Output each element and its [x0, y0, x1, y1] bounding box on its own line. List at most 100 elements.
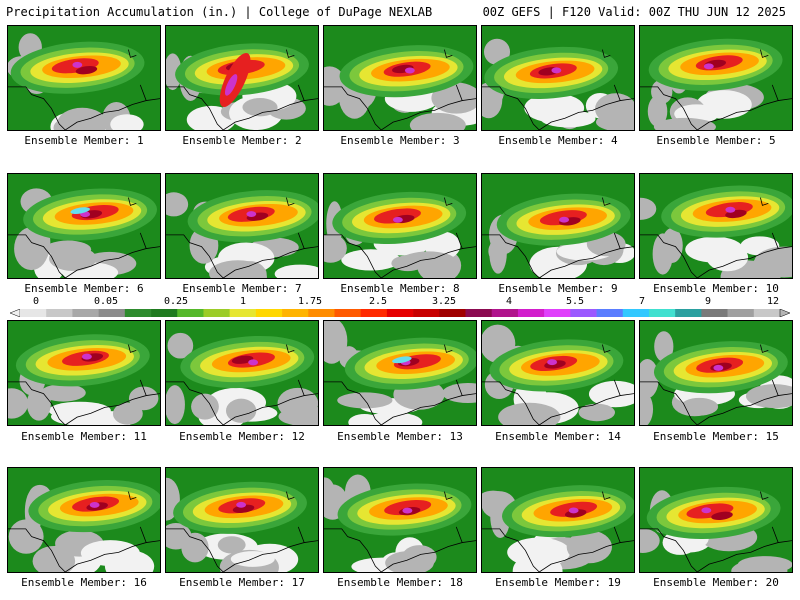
run-info: 00Z GEFS | F120 Valid: 00Z THU JUN 12 20… — [482, 5, 786, 19]
colorbar-bar — [10, 309, 790, 317]
ensemble-member-label: Ensemble Member: 2 — [182, 134, 302, 147]
ensemble-member-label: Ensemble Member: 10 — [653, 282, 779, 295]
ensemble-map-panel — [639, 25, 793, 131]
colorbar-segment — [334, 309, 361, 317]
ensemble-member-label: Ensemble Member: 8 — [340, 282, 460, 295]
colorbar-segment — [727, 309, 755, 317]
colorbar-legend: 0 0.05 0.25 1 1.75 2.5 3.25 4 5.5 7 9 12 — [10, 296, 790, 326]
ensemble-member-label: Ensemble Member: 1 — [24, 134, 144, 147]
colorbar-segment — [517, 309, 545, 317]
colorbar-tick-label: 12 — [766, 296, 780, 307]
colorbar-tick-label: 1 — [239, 296, 247, 307]
colorbar-segment — [98, 309, 126, 317]
ensemble-member-label: Ensemble Member: 6 — [24, 282, 144, 295]
colorbar-segment — [753, 309, 781, 317]
colorbar-segment — [596, 309, 624, 317]
colorbar-segment — [20, 309, 47, 317]
ensemble-member-label: Ensemble Member: 12 — [179, 430, 305, 443]
ensemble-member-label: Ensemble Member: 20 — [653, 576, 779, 589]
ensemble-member-label: Ensemble Member: 19 — [495, 576, 621, 589]
precip-map — [482, 26, 634, 130]
colorbar-tick-label: 4 — [505, 296, 513, 307]
ensemble-member-label: Ensemble Member: 16 — [21, 576, 147, 589]
colorbar-segment — [124, 309, 152, 317]
precip-map — [482, 468, 634, 572]
colorbar-segment — [491, 309, 519, 317]
precip-map — [482, 174, 634, 278]
ensemble-member-label: Ensemble Member: 9 — [498, 282, 618, 295]
ensemble-map-panel — [165, 467, 319, 573]
ensemble-member-label: Ensemble Member: 11 — [21, 430, 147, 443]
ensemble-map-panel — [481, 173, 635, 279]
colorbar-tick-label: 7 — [638, 296, 646, 307]
precip-map — [324, 321, 476, 425]
header: Precipitation Accumulation (in.) | Colle… — [0, 0, 800, 24]
precip-map — [640, 174, 792, 278]
map-title: Precipitation Accumulation (in.) | Colle… — [6, 5, 433, 19]
precip-map — [8, 174, 160, 278]
colorbar-segment — [544, 309, 571, 317]
colorbar-tick-label: 0.25 — [163, 296, 189, 307]
ensemble-map-panel — [7, 173, 161, 279]
precip-map — [8, 26, 160, 130]
precip-map — [640, 468, 792, 572]
precip-map — [640, 321, 792, 425]
colorbar-segment — [701, 309, 728, 317]
colorbar-tick-label: 5.5 — [565, 296, 585, 307]
precip-map — [8, 468, 160, 572]
ensemble-map-panel — [7, 320, 161, 426]
ensemble-map-panel — [481, 320, 635, 426]
ensemble-member-label: Ensemble Member: 3 — [340, 134, 460, 147]
colorbar-segment — [308, 309, 335, 317]
colorbar-segment — [255, 309, 283, 317]
colorbar-tick-label: 9 — [704, 296, 712, 307]
colorbar-segment — [360, 309, 388, 317]
colorbar-tick-label: 0 — [32, 296, 40, 307]
colorbar-tick-label: 3.25 — [431, 296, 457, 307]
ensemble-member-label: Ensemble Member: 4 — [498, 134, 618, 147]
colorbar-tick-label: 1.75 — [297, 296, 323, 307]
precip-map — [324, 174, 476, 278]
colorbar-segment — [386, 309, 414, 317]
ensemble-map-panel — [7, 467, 161, 573]
ensemble-map-panel — [481, 25, 635, 131]
ensemble-member-label: Ensemble Member: 13 — [337, 430, 463, 443]
colorbar-segment — [413, 309, 440, 317]
ensemble-map-panel — [165, 173, 319, 279]
colorbar-ticks: 0 0.05 0.25 1 1.75 2.5 3.25 4 5.5 7 9 12 — [10, 296, 790, 308]
ensemble-map-panel — [323, 467, 477, 573]
colorbar-tick-label: 0.05 — [93, 296, 119, 307]
precip-map — [324, 26, 476, 130]
colorbar-segment — [151, 309, 178, 317]
precip-map — [8, 321, 160, 425]
ensemble-map-panel — [323, 173, 477, 279]
ensemble-map-panel — [481, 467, 635, 573]
ensemble-member-label: Ensemble Member: 18 — [337, 576, 463, 589]
colorbar-tick-label: 2.5 — [368, 296, 388, 307]
colorbar-segment — [622, 309, 650, 317]
precip-map — [324, 468, 476, 572]
colorbar-segment — [229, 309, 257, 317]
ensemble-map-panel — [323, 25, 477, 131]
colorbar-right-arrow — [779, 309, 790, 317]
colorbar-segment — [570, 309, 597, 317]
ensemble-map-panel — [639, 467, 793, 573]
colorbar-left-arrow — [10, 309, 21, 317]
ensemble-map-panel — [7, 25, 161, 131]
ensemble-member-label: Ensemble Member: 17 — [179, 576, 305, 589]
ensemble-member-label: Ensemble Member: 7 — [182, 282, 302, 295]
colorbar-segment — [648, 309, 676, 317]
ensemble-member-label: Ensemble Member: 15 — [653, 430, 779, 443]
precip-map — [482, 321, 634, 425]
colorbar-segment — [675, 309, 702, 317]
ensemble-map-panel — [165, 25, 319, 131]
colorbar-segment — [46, 309, 73, 317]
ensemble-map-panel — [639, 320, 793, 426]
ensemble-map-panel — [165, 320, 319, 426]
precip-map — [166, 26, 318, 130]
colorbar-segment — [439, 309, 466, 317]
precip-map — [166, 174, 318, 278]
colorbar-segment — [72, 309, 99, 317]
ensemble-map-panel — [639, 173, 793, 279]
precip-map — [166, 468, 318, 572]
